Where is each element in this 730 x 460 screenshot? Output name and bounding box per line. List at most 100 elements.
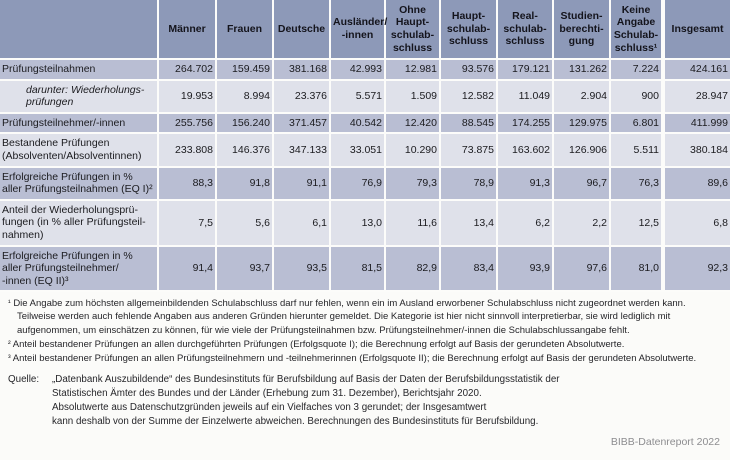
row-bestandene-pruefungen: Bestandene Prüfungen (Absolventen/Absolv… <box>0 133 730 168</box>
value-cell: 5.571 <box>329 79 385 114</box>
value-cell: 88,3 <box>157 166 216 201</box>
value-cell: 156.240 <box>215 112 273 135</box>
col-header-auslaender: Ausländer/ -innen <box>329 0 387 60</box>
source-label: Quelle: <box>8 373 40 385</box>
value-cell: 78,9 <box>439 166 497 201</box>
value-cell: 10.290 <box>384 133 440 168</box>
row-pruefungsteilnahmen: Prüfungsteilnahmen 264.702 159.459 381.1… <box>0 59 730 81</box>
value-cell: 347.133 <box>272 133 330 168</box>
footnotes-block: ¹ Die Angabe zum höchsten allgemeinbilde… <box>0 292 730 365</box>
footnote-marker: ³ <box>8 352 11 362</box>
footnote-text: Anteil bestandener Prüfungen an allen Pr… <box>12 352 697 364</box>
value-cell: 159.459 <box>215 59 273 81</box>
footnote-marker: ¹ <box>8 298 11 308</box>
row-label: darunter: Wiederholungs- prüfungen <box>0 79 158 114</box>
value-cell: 7,5 <box>157 199 216 247</box>
value-cell: 89,6 <box>661 166 730 201</box>
report-brand: BIBB-Datenreport 2022 <box>610 436 720 448</box>
row-label: Bestandene Prüfungen (Absolventen/Absolv… <box>0 133 158 168</box>
value-cell: 371.457 <box>272 112 330 135</box>
value-cell: 11.049 <box>496 79 553 114</box>
col-header-maenner: Männer <box>157 0 216 60</box>
footnote-text: Anteil bestandener Prüfungen an allen du… <box>12 338 625 350</box>
source-line: Statistischen Ämter des Bundes und der L… <box>52 387 482 399</box>
value-cell: 23.376 <box>272 79 330 114</box>
value-cell: 6,2 <box>496 199 553 247</box>
value-cell: 900 <box>609 79 663 114</box>
value-cell: 179.121 <box>496 59 553 81</box>
row-wiederholungspruefungen: darunter: Wiederholungs- prüfungen 19.95… <box>0 79 730 114</box>
value-cell: 82,9 <box>384 245 440 293</box>
row-label: Erfolgreiche Prüfungen in % aller Prüfun… <box>0 166 158 201</box>
value-cell: 6,8 <box>661 199 730 247</box>
header-row: Männer Frauen Deutsche Ausländer/ -innen… <box>0 0 730 60</box>
source-line: „Datenbank Auszubildende“ des Bundesinst… <box>52 373 560 385</box>
value-cell: 83,4 <box>439 245 497 293</box>
col-header-keine-angabe-schulabschluss: Keine Angabe Schulab- schluss¹ <box>609 0 663 60</box>
row-pruefungsteilnehmer: Prüfungsteilnehmer/-innen 255.756 156.24… <box>0 112 730 135</box>
value-cell: 91,8 <box>215 166 273 201</box>
value-cell: 1.509 <box>384 79 440 114</box>
source-block: Quelle: „Datenbank Auszubildende“ des Bu… <box>0 366 730 429</box>
value-cell: 40.542 <box>329 112 385 135</box>
value-cell: 411.999 <box>661 112 730 135</box>
footnote-2: ² Anteil bestandener Prüfungen an allen … <box>8 338 722 351</box>
value-cell: 97,6 <box>552 245 610 293</box>
row-label: Erfolgreiche Prüfungen in % aller Prüfun… <box>0 245 158 293</box>
value-cell: 12.981 <box>384 59 440 81</box>
value-cell: 264.702 <box>157 59 216 81</box>
col-header-hauptschulabschluss: Haupt- schulab- schluss <box>439 0 497 60</box>
value-cell: 381.168 <box>272 59 330 81</box>
source-line: kann deshalb von der Summe der Einzelwer… <box>52 415 539 427</box>
col-header-insgesamt: Insgesamt <box>661 0 730 60</box>
footnote-marker: ² <box>8 338 11 348</box>
value-cell: 5,6 <box>215 199 273 247</box>
value-cell: 424.161 <box>661 59 730 81</box>
value-cell: 33.051 <box>329 133 385 168</box>
value-cell: 233.808 <box>157 133 216 168</box>
value-cell: 8.994 <box>215 79 273 114</box>
exam-statistics-table: Männer Frauen Deutsche Ausländer/ -innen… <box>0 0 730 293</box>
value-cell: 76,9 <box>329 166 385 201</box>
value-cell: 163.602 <box>496 133 553 168</box>
value-cell: 2.904 <box>552 79 610 114</box>
value-cell: 380.184 <box>661 133 730 168</box>
row-erfolgsquote-2: Erfolgreiche Prüfungen in % aller Prüfun… <box>0 245 730 293</box>
corner-cell <box>0 0 158 60</box>
value-cell: 93,5 <box>272 245 330 293</box>
value-cell: 12.420 <box>384 112 440 135</box>
value-cell: 6.801 <box>609 112 663 135</box>
value-cell: 126.906 <box>552 133 610 168</box>
value-cell: 91,4 <box>157 245 216 293</box>
value-cell: 88.545 <box>439 112 497 135</box>
row-label: Prüfungsteilnehmer/-innen <box>0 112 158 135</box>
col-header-studienberechtigung: Studien- berechti- gung <box>552 0 610 60</box>
value-cell: 174.255 <box>496 112 553 135</box>
row-anteil-wiederholungspruefungen: Anteil der Wiederholungsprü- fungen (in … <box>0 199 730 247</box>
value-cell: 81,5 <box>329 245 385 293</box>
value-cell: 81,0 <box>609 245 663 293</box>
value-cell: 255.756 <box>157 112 216 135</box>
source-line: Absolutwerte aus Datenschutzgründen jewe… <box>52 401 487 413</box>
col-header-deutsche: Deutsche <box>272 0 330 60</box>
value-cell: 93.576 <box>439 59 497 81</box>
value-cell: 6,1 <box>272 199 330 247</box>
col-header-frauen: Frauen <box>215 0 273 60</box>
value-cell: 146.376 <box>215 133 273 168</box>
col-header-realschulabschluss: Real- schulab- schluss <box>496 0 553 60</box>
value-cell: 2,2 <box>552 199 610 247</box>
footnote-3: ³ Anteil bestandener Prüfungen an allen … <box>8 352 722 365</box>
row-label: Anteil der Wiederholungsprü- fungen (in … <box>0 199 158 247</box>
value-cell: 28.947 <box>661 79 730 114</box>
value-cell: 76,3 <box>609 166 663 201</box>
value-cell: 92,3 <box>661 245 730 293</box>
col-header-ohne-hauptschulabschluss: Ohne Haupt- schulab- schluss <box>384 0 440 60</box>
row-erfolgsquote-1: Erfolgreiche Prüfungen in % aller Prüfun… <box>0 166 730 201</box>
value-cell: 91,1 <box>272 166 330 201</box>
footnote-text: Die Angabe zum höchsten allgemeinbildend… <box>13 298 686 336</box>
value-cell: 7.224 <box>609 59 663 81</box>
value-cell: 11,6 <box>384 199 440 247</box>
value-cell: 96,7 <box>552 166 610 201</box>
value-cell: 131.262 <box>552 59 610 81</box>
